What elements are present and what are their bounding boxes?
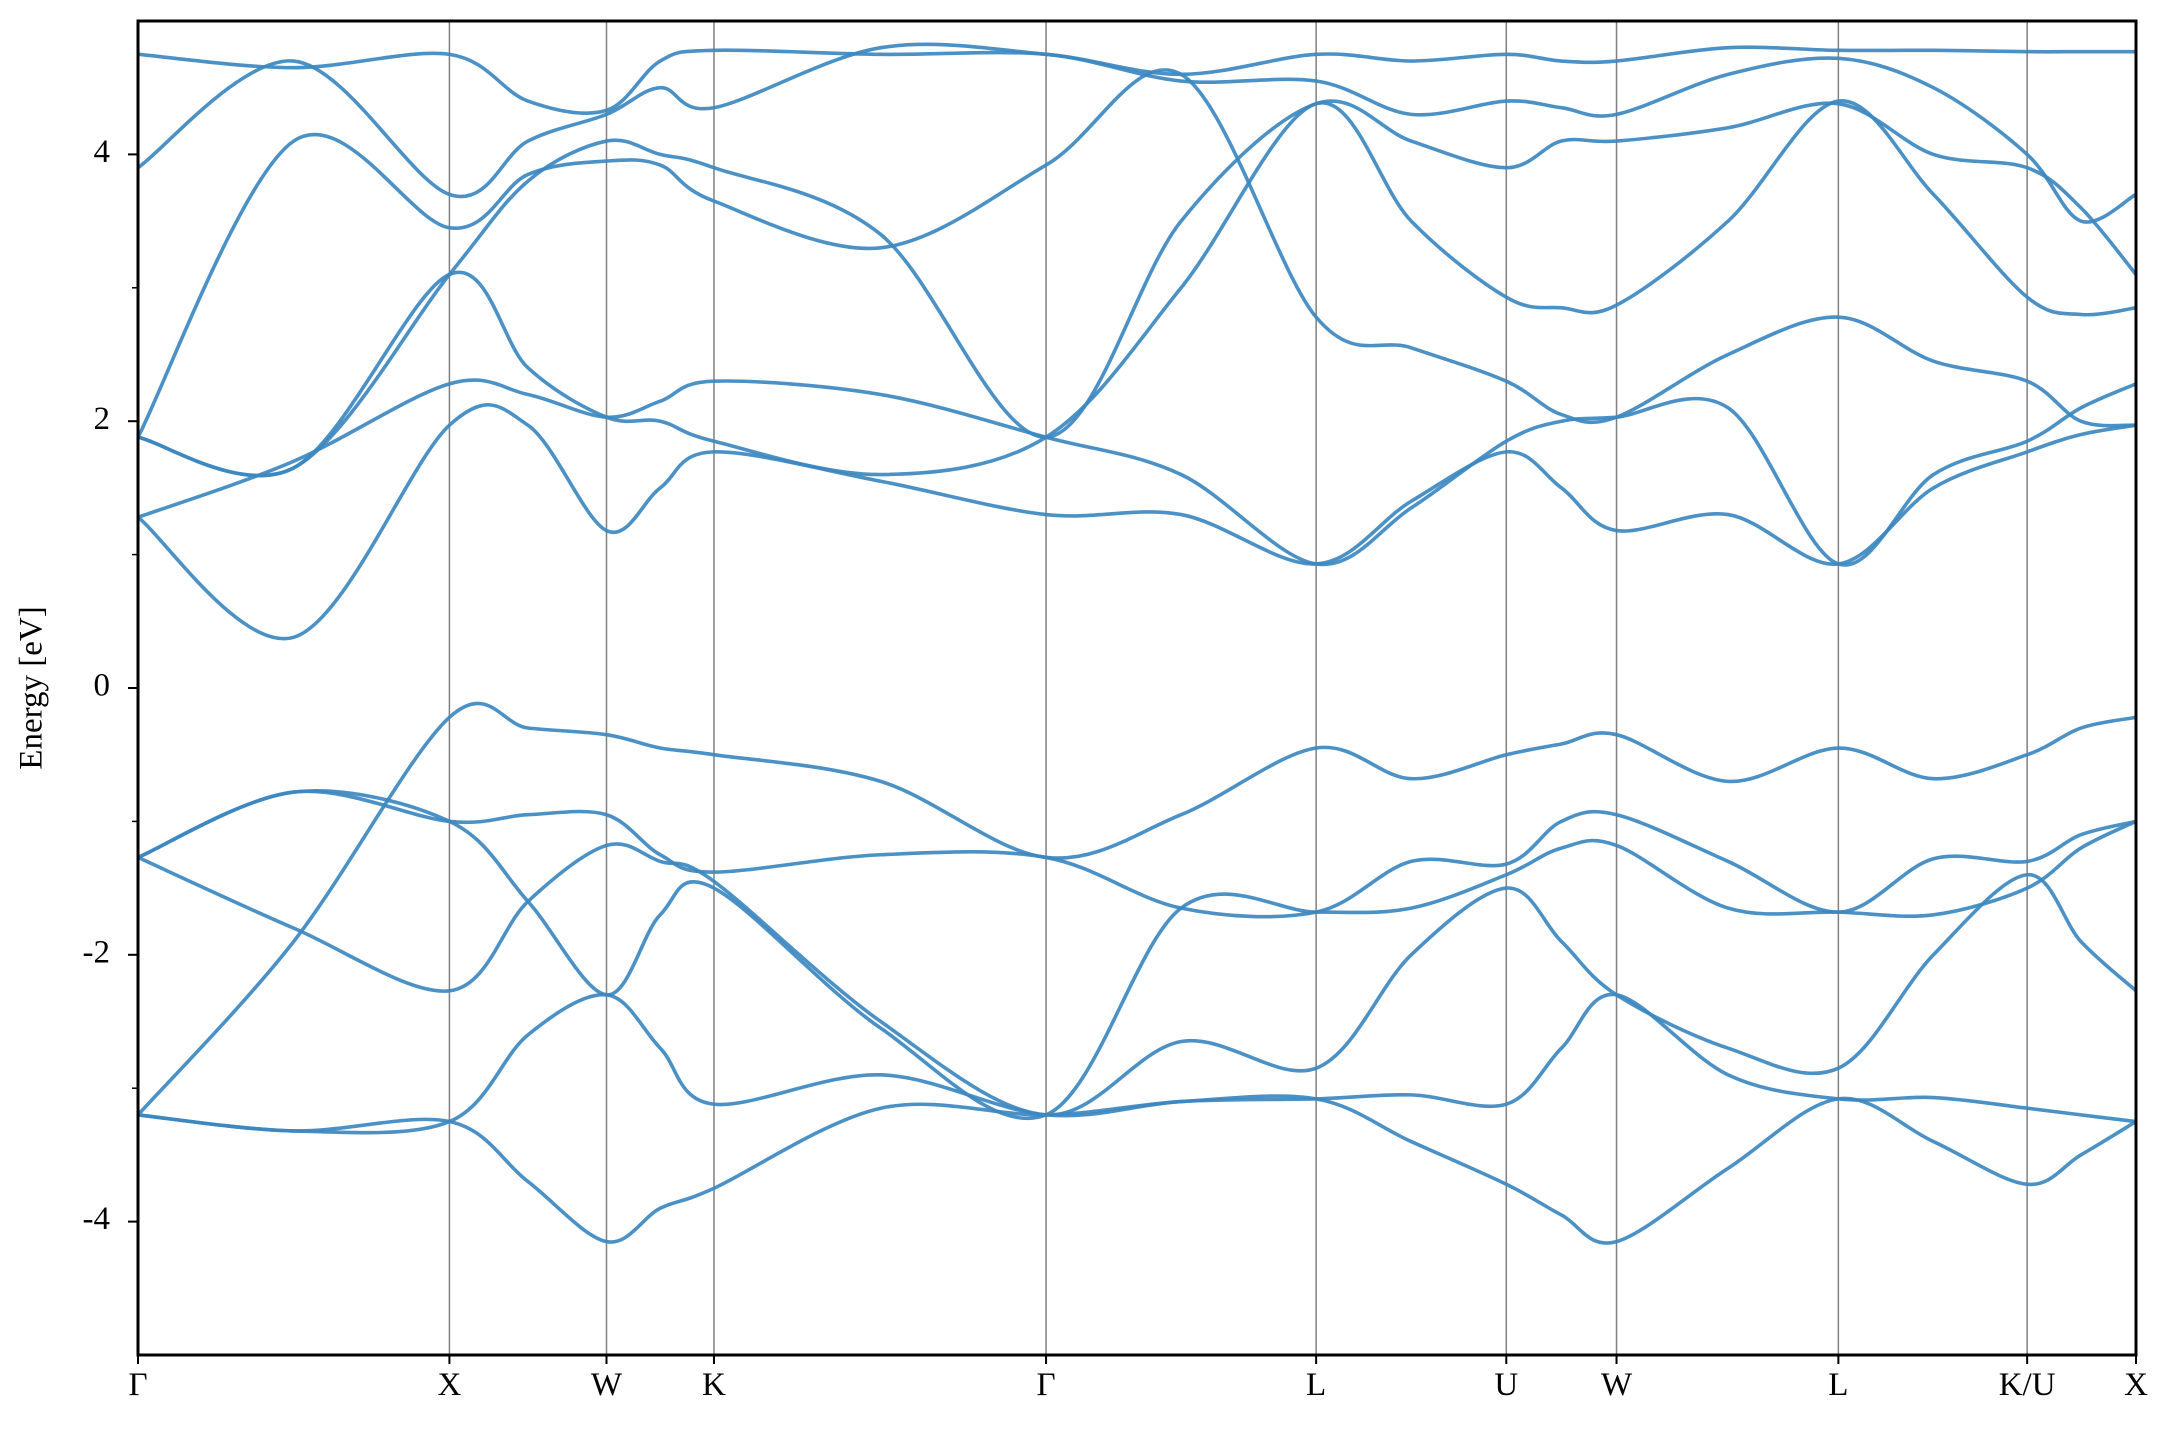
x-tick-label: W [1601, 1367, 1633, 1403]
band-line [138, 99, 2136, 478]
band-line [138, 48, 2136, 224]
line-layer [138, 42, 2136, 1245]
x-tick-label: L [1828, 1367, 1848, 1403]
x-tick-label: Γ [1037, 1367, 1056, 1403]
y-tick-label: 0 [94, 668, 111, 704]
band-line [138, 68, 2136, 439]
band-line [138, 42, 2136, 199]
band-line [138, 842, 2136, 1117]
y-tick-label: 2 [94, 401, 111, 437]
y-axis-label: Energy [eV] [14, 606, 50, 769]
band-line [138, 701, 2136, 1117]
y-tick-label: -2 [83, 934, 111, 970]
y-tick-label: -4 [83, 1201, 111, 1237]
x-tick-label: X [2124, 1367, 2148, 1403]
band-line [138, 99, 2136, 478]
plot-frame [136, 19, 2138, 1357]
x-tick-label: K/U [1999, 1367, 2056, 1403]
x-tick-label: W [591, 1367, 623, 1403]
band-line [138, 1094, 2136, 1245]
x-tick-label: L [1306, 1367, 1326, 1403]
grid-layer [137, 21, 2137, 1355]
x-tick-label: K [702, 1367, 726, 1403]
x-tick-label: X [437, 1367, 461, 1403]
x-tick-label: Γ [128, 1367, 147, 1403]
band-line [138, 403, 2136, 641]
band-line [138, 789, 2136, 919]
x-tick-label: U [1494, 1367, 1518, 1403]
y-tick-label: 4 [94, 134, 111, 170]
band-line [138, 378, 2136, 567]
